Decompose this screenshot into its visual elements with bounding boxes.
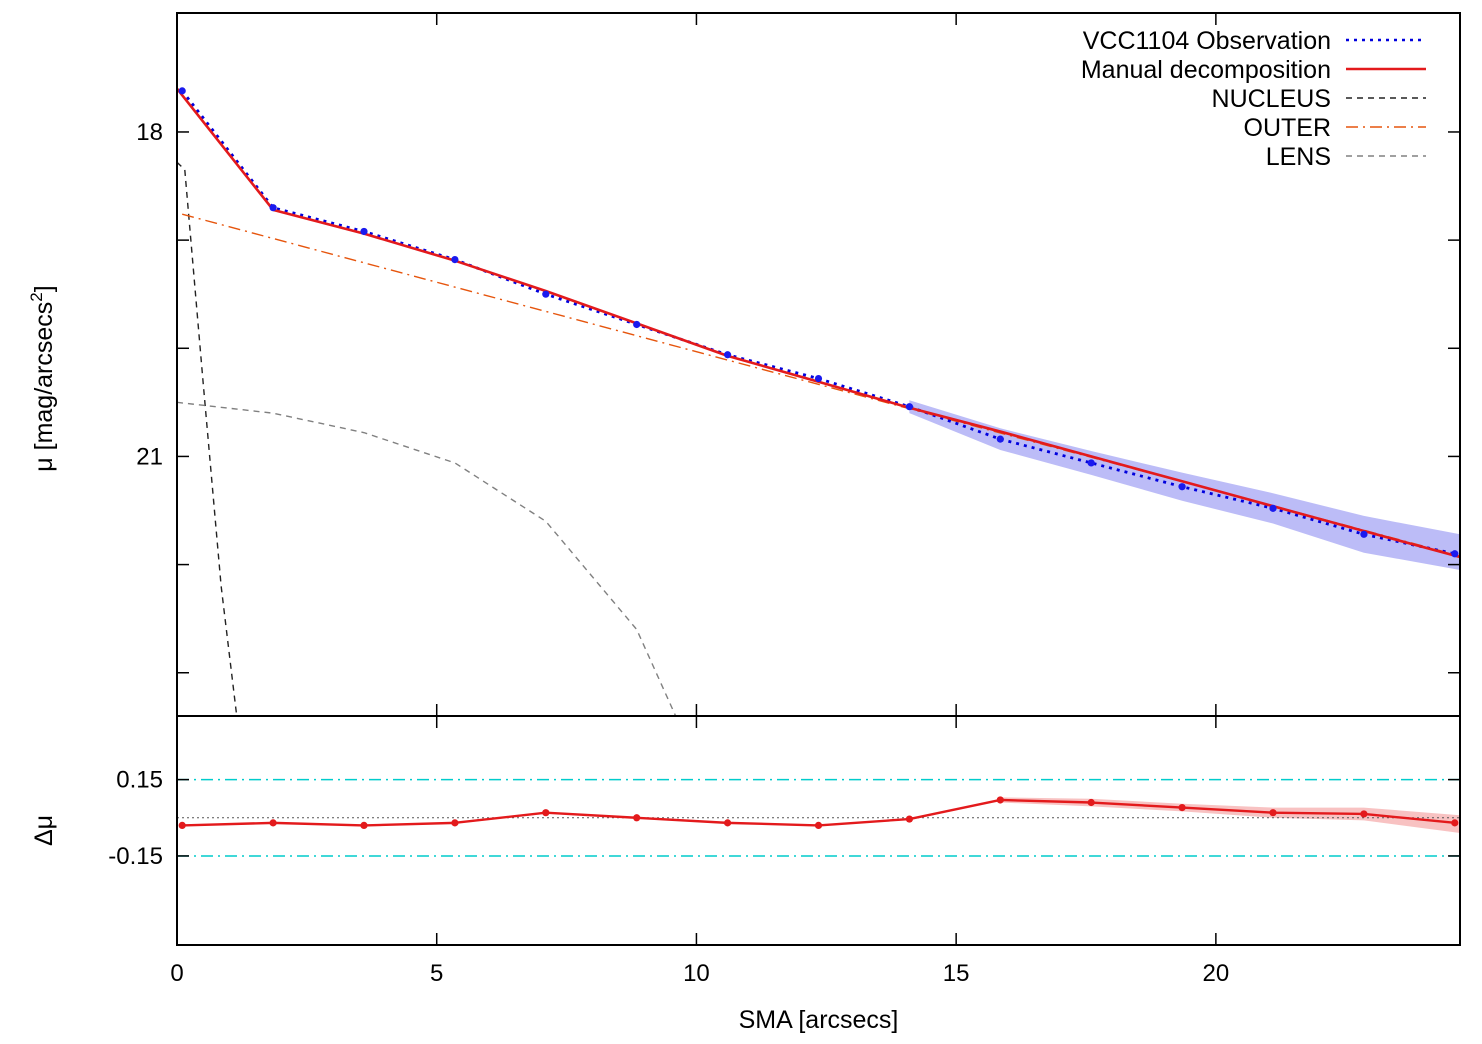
y-tick-label: 0.15 bbox=[116, 767, 163, 794]
y-axis-title-main: μ [mag/arcsecs bbox=[30, 302, 58, 472]
y-tick-label: -0.15 bbox=[108, 843, 163, 870]
x-tick-label: 15 bbox=[943, 960, 970, 987]
observation-point bbox=[178, 87, 186, 95]
residual-axis-ticks: 0 5 10 15 20 0.15 -0.15 bbox=[108, 716, 1460, 987]
legend-label: Manual decomposition bbox=[1081, 56, 1331, 84]
residual-point bbox=[996, 796, 1004, 804]
observation-point bbox=[633, 320, 641, 329]
legend-entry-manual-decomposition: Manual decomposition bbox=[1081, 56, 1426, 84]
residual-point bbox=[633, 814, 641, 822]
y-axis-title-close: ] bbox=[30, 285, 58, 292]
legend-entry-outer: OUTER bbox=[1244, 114, 1426, 142]
legend-label: NUCLEUS bbox=[1212, 85, 1331, 113]
residual-fills bbox=[1000, 797, 1460, 834]
y-axis-title: μ [mag/arcsecs2] bbox=[27, 285, 58, 471]
series-line-nucleus bbox=[177, 161, 238, 716]
residual-point bbox=[360, 821, 368, 830]
y-tick-label: 18 bbox=[136, 119, 163, 146]
y-tick-label: 21 bbox=[136, 443, 163, 470]
residual-point bbox=[905, 815, 914, 823]
residual-uncertainty-band bbox=[1000, 797, 1460, 834]
residual-y-axis-title: Δμ bbox=[30, 815, 58, 846]
observation-point bbox=[360, 227, 368, 236]
observation-point bbox=[542, 290, 550, 298]
observation-point bbox=[269, 204, 277, 212]
legend-entry-lens: LENS bbox=[1266, 143, 1426, 171]
residual-point bbox=[269, 819, 277, 827]
legend-label: VCC1104 Observation bbox=[1083, 27, 1331, 55]
residual-point bbox=[451, 819, 459, 827]
legend-entry-vcc1104-observation: VCC1104 Observation bbox=[1083, 27, 1426, 55]
residual-points bbox=[178, 796, 1459, 830]
series-line-outer bbox=[182, 213, 1460, 557]
main-lines bbox=[177, 87, 1460, 716]
observation-point bbox=[723, 351, 732, 359]
y-axis-title-superscript: 2 bbox=[27, 292, 46, 301]
observation-point bbox=[814, 374, 823, 383]
x-tick-label: 20 bbox=[1203, 960, 1230, 987]
residual-point bbox=[723, 819, 732, 827]
residual-point bbox=[542, 809, 550, 817]
series-line-vcc1104-observation bbox=[181, 90, 1456, 556]
residual-point bbox=[1360, 810, 1368, 818]
legend-label: LENS bbox=[1266, 143, 1331, 171]
observation-point bbox=[1360, 530, 1368, 538]
observation-point bbox=[1178, 483, 1186, 491]
x-axis-title: SMA [arcsecs] bbox=[739, 1006, 899, 1034]
residual-point bbox=[1269, 809, 1277, 817]
legend-entry-nucleus: NUCLEUS bbox=[1212, 85, 1426, 113]
x-tick-label: 10 bbox=[683, 960, 710, 987]
observation-point bbox=[451, 255, 459, 264]
x-tick-label: 5 bbox=[430, 960, 443, 987]
observation-point bbox=[1087, 459, 1095, 467]
residual-point bbox=[814, 821, 823, 830]
main-points bbox=[178, 87, 1459, 558]
residual-lines bbox=[177, 778, 1460, 857]
residual-panel: 0 5 10 15 20 0.15 -0.15 Δμ SMA [arcsecs] bbox=[30, 715, 1461, 1034]
residual-point bbox=[178, 821, 186, 830]
residual-plot-frame bbox=[176, 715, 1461, 946]
observation-point bbox=[996, 435, 1004, 443]
observation-point bbox=[1269, 504, 1277, 512]
residual-point bbox=[1451, 819, 1459, 827]
legend-label: OUTER bbox=[1244, 114, 1332, 142]
series-line-residual bbox=[182, 798, 1455, 827]
observation-point bbox=[905, 403, 914, 411]
observation-point bbox=[1451, 550, 1459, 558]
series-line-lens bbox=[177, 401, 677, 716]
x-tick-label: 0 bbox=[170, 960, 183, 987]
residual-point bbox=[1087, 798, 1095, 807]
residual-point bbox=[1178, 804, 1186, 812]
